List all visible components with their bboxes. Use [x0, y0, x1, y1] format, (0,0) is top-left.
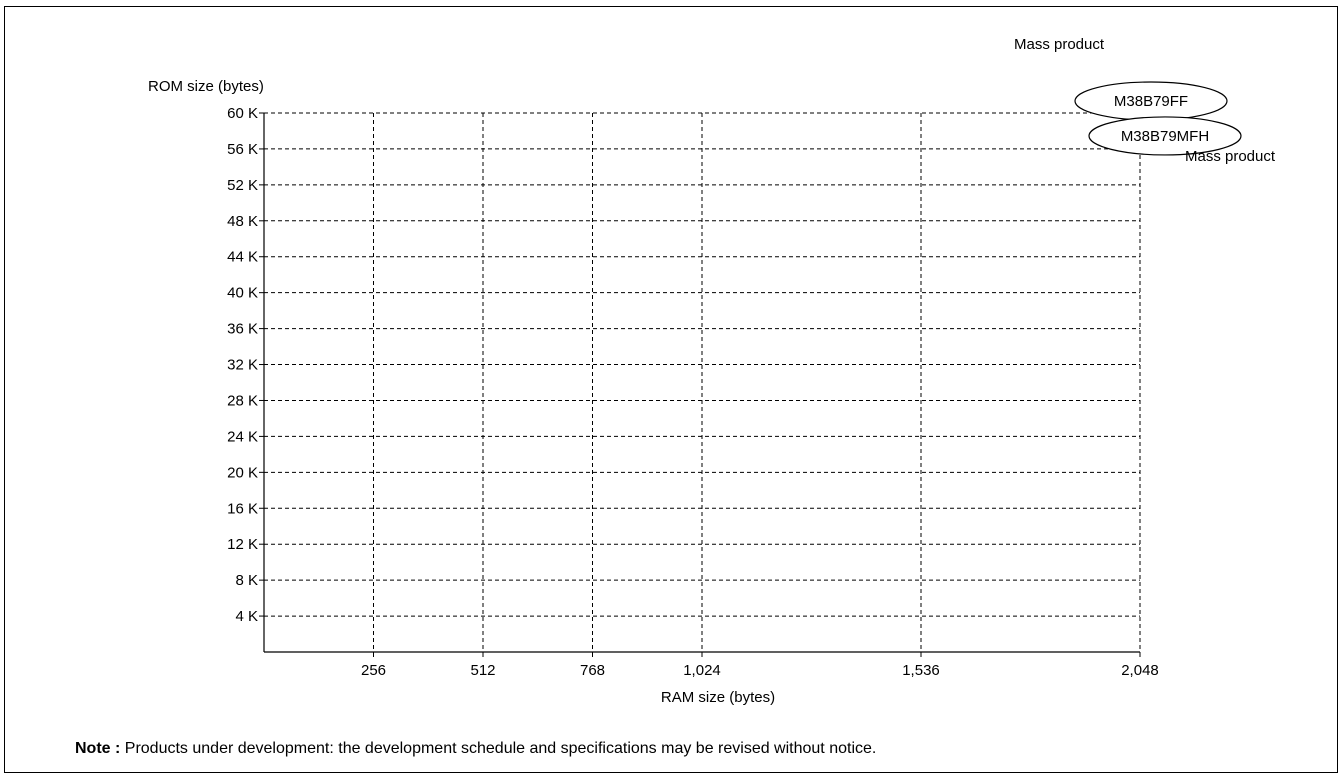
- footnote: Note : Products under development: the d…: [75, 740, 876, 758]
- y-tick-label: 60 K: [227, 105, 258, 122]
- product-name-label: M38B79FF: [1114, 93, 1188, 110]
- y-tick-label: 20 K: [227, 464, 258, 481]
- product-status-label: Mass product: [1185, 148, 1276, 165]
- y-tick-label: 16 K: [227, 500, 258, 517]
- y-tick-label: 56 K: [227, 141, 258, 158]
- product-points: M38B79FF Mass product M38B79MFH Mass produc…: [1014, 36, 1276, 165]
- product-ellipse: [1088, 116, 1242, 156]
- y-tick-label: 8 K: [235, 572, 258, 589]
- x-tick-label: 2,048: [1121, 662, 1159, 679]
- product-status-label: Mass product: [1014, 36, 1105, 53]
- grid: [264, 112, 1141, 652]
- x-tick-label: 256: [361, 662, 386, 679]
- y-tick-label: 36 K: [227, 321, 258, 338]
- y-axis-label: ROM size (bytes): [148, 78, 264, 95]
- y-tick-label: 52 K: [227, 177, 258, 194]
- x-axis-label: RAM size (bytes): [661, 689, 775, 706]
- x-tick-label: 1,024: [683, 662, 721, 679]
- tick-labels: 4 K 8 K 12 K 16 K 20 K 24 K 28 K 32 K 36 K 40 K 44…: [227, 105, 1159, 679]
- x-tick-label: 512: [470, 662, 495, 679]
- figure-frame: [4, 6, 1338, 773]
- y-tick-label: 12 K: [227, 536, 258, 553]
- note-text: Products under development: the developm…: [124, 740, 877, 757]
- y-tick-label: 24 K: [227, 428, 258, 445]
- x-tick-label: 1,536: [902, 662, 940, 679]
- y-tick-label: 40 K: [227, 285, 258, 302]
- axes: [259, 112, 1141, 657]
- y-tick-label: 4 K: [235, 608, 258, 625]
- note-label: Note :: [75, 740, 121, 757]
- product-name-label: M38B79MFH: [1121, 128, 1209, 145]
- y-tick-label: 44 K: [227, 249, 258, 266]
- y-tick-label: 28 K: [227, 392, 258, 409]
- x-tick-label: 768: [580, 662, 605, 679]
- y-tick-label: 32 K: [227, 357, 258, 374]
- y-tick-label: 48 K: [227, 213, 258, 230]
